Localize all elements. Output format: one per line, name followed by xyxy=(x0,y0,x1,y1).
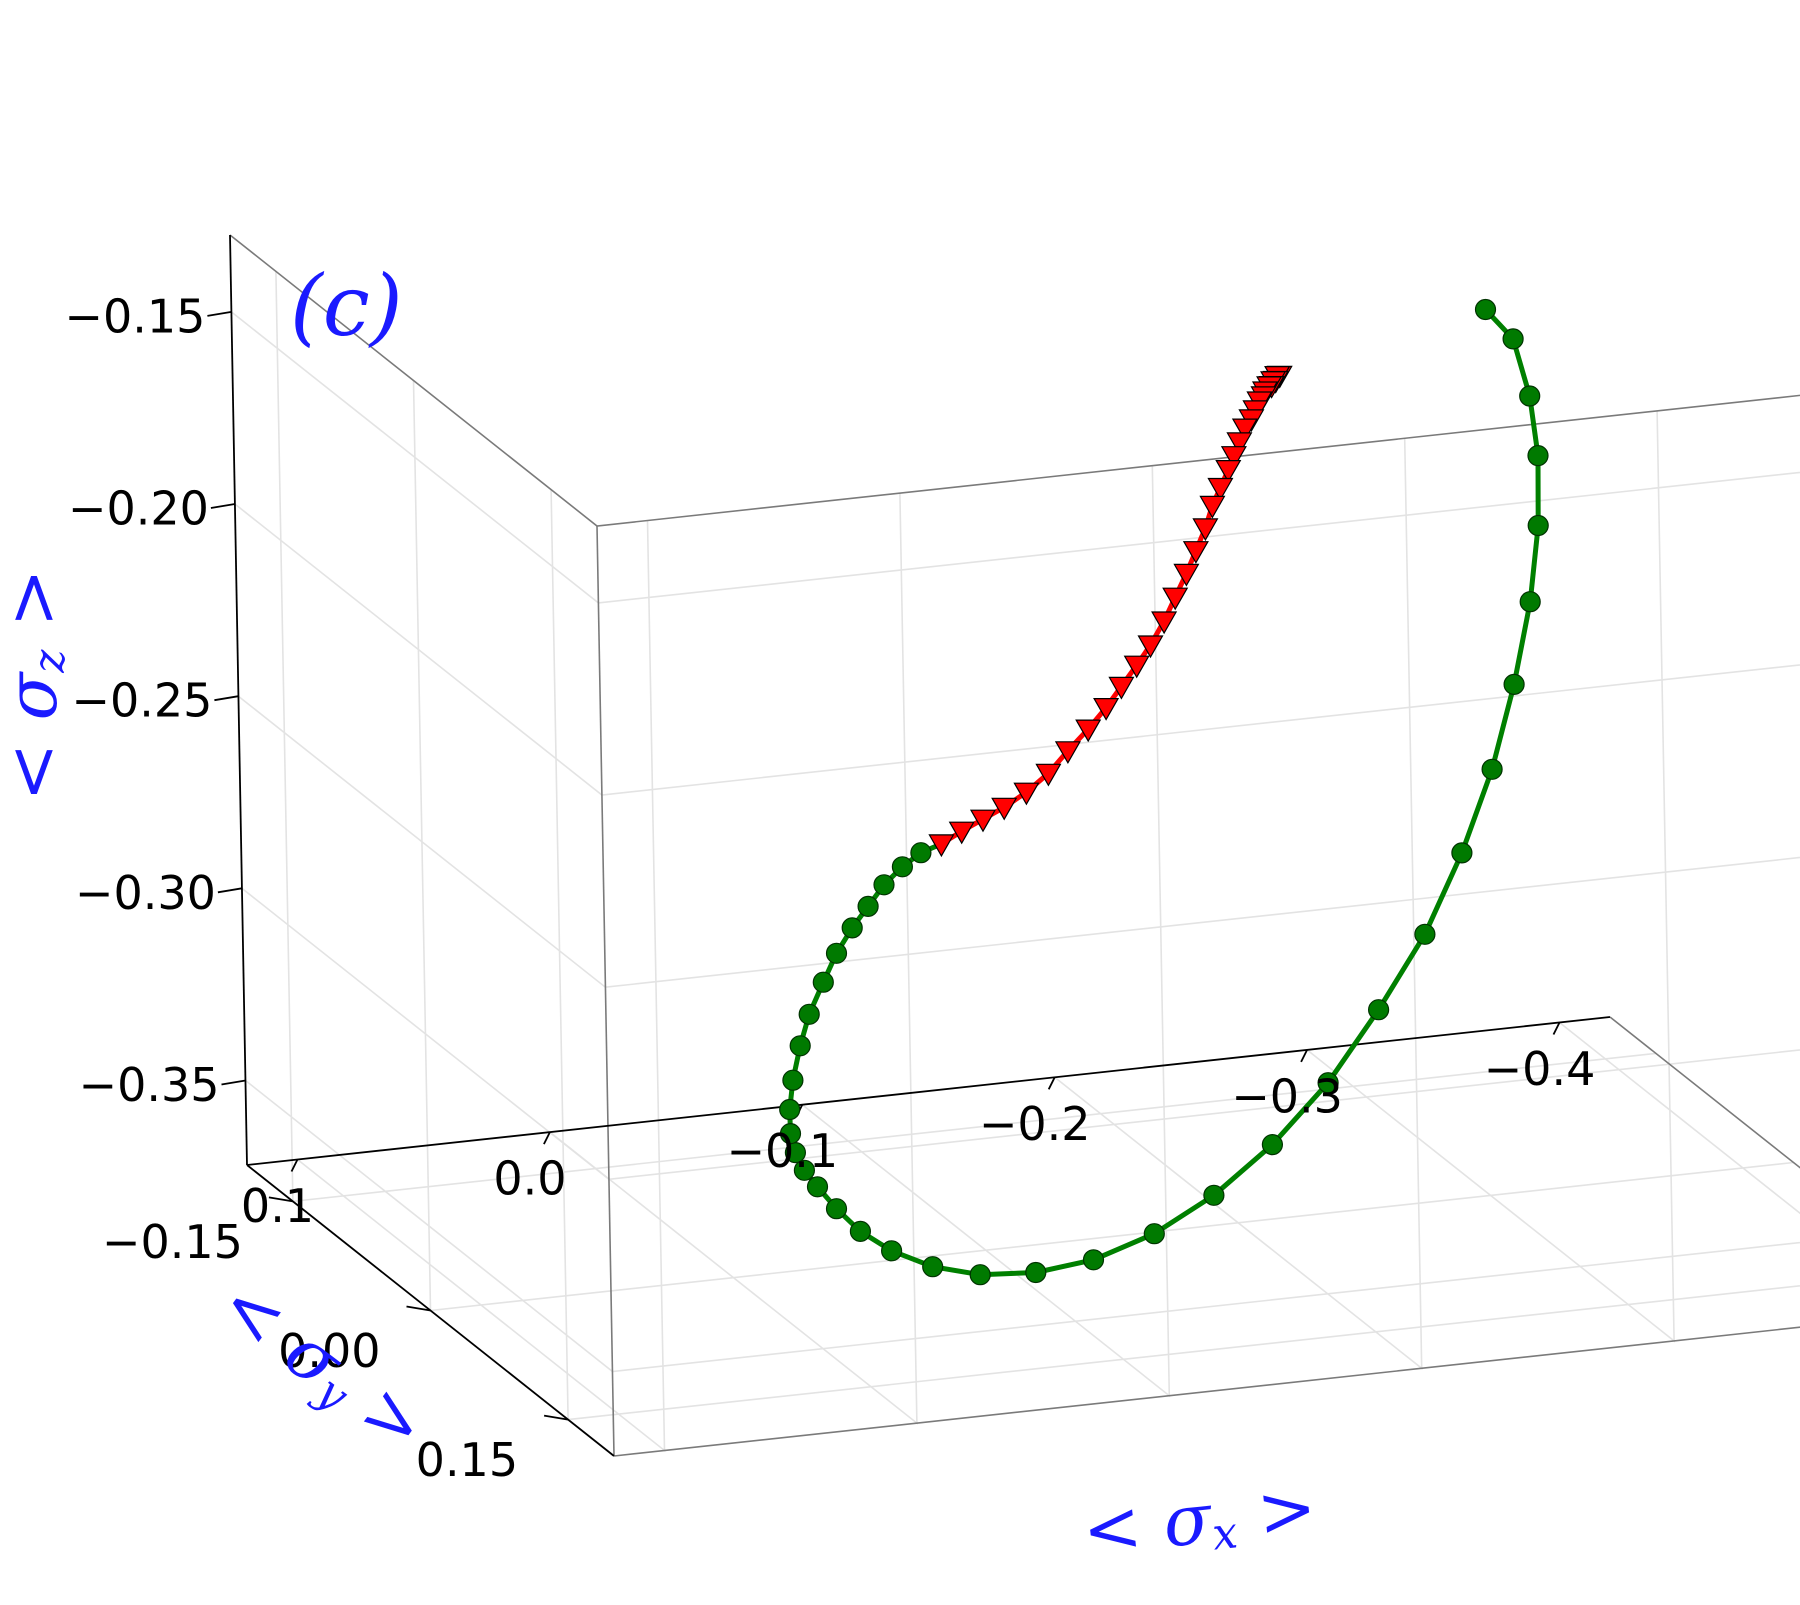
z-axis-tick-label: −0.25 xyxy=(71,674,212,728)
x-axis-label: < σx > xyxy=(1079,1466,1321,1574)
circle-marker xyxy=(1504,674,1524,694)
x-axis-tick-label: −0.4 xyxy=(1484,1042,1596,1096)
z-axis-tick xyxy=(211,504,235,508)
y-axis-tick-label: −0.15 xyxy=(102,1215,243,1269)
circle-marker xyxy=(783,1070,803,1090)
x-axis-tick-label: 0.0 xyxy=(493,1152,566,1206)
circle-marker xyxy=(892,857,912,877)
circle-marker xyxy=(1503,329,1523,349)
circle-marker xyxy=(799,1004,819,1024)
circle-marker xyxy=(1452,843,1472,863)
circle-marker xyxy=(850,1221,870,1241)
circle-marker xyxy=(827,1199,847,1219)
circle-marker xyxy=(1482,759,1502,779)
z-axis-tick xyxy=(222,1081,246,1085)
circle-marker xyxy=(1204,1185,1224,1205)
circle-marker xyxy=(842,918,862,938)
circle-marker xyxy=(790,1036,810,1056)
circle-marker xyxy=(1084,1250,1104,1270)
circle-marker xyxy=(874,875,894,895)
circle-marker xyxy=(827,943,847,963)
x-axis-tick-label: −0.1 xyxy=(726,1124,838,1178)
circle-marker xyxy=(1528,446,1548,466)
x-axis-label-text: < σx > xyxy=(1079,1466,1321,1574)
circle-marker xyxy=(813,972,833,992)
panel-label: (c) xyxy=(290,257,403,355)
circle-marker xyxy=(911,843,931,863)
circle-marker xyxy=(923,1257,943,1277)
y-axis-tick-label: 0.15 xyxy=(416,1433,518,1487)
circle-marker xyxy=(780,1100,800,1120)
circle-marker xyxy=(858,896,878,916)
circle-marker xyxy=(808,1177,828,1197)
circle-marker xyxy=(1415,924,1435,944)
z-axis-tick-label: −0.35 xyxy=(79,1058,220,1112)
x-axis-tick-label: −0.2 xyxy=(979,1097,1091,1151)
y-axis-label-text: < σy > xyxy=(204,1262,441,1470)
circle-marker xyxy=(882,1241,902,1261)
z-axis-tick-label: −0.15 xyxy=(64,289,205,343)
z-axis-tick xyxy=(218,888,242,892)
circle-marker xyxy=(1144,1224,1164,1244)
z-axis-tick-label: −0.30 xyxy=(75,866,216,920)
y-axis-label: < σy > xyxy=(204,1262,441,1470)
circle-marker xyxy=(1520,592,1540,612)
circle-marker xyxy=(970,1265,990,1285)
circle-marker xyxy=(1026,1263,1046,1283)
circle-marker xyxy=(1528,516,1548,536)
circle-marker xyxy=(1476,300,1496,320)
x-axis-tick-label: −0.3 xyxy=(1231,1069,1343,1123)
z-axis-tick xyxy=(214,696,238,700)
x-axis-tick-label: 0.1 xyxy=(241,1179,314,1233)
z-axis-label-text: < σz > xyxy=(0,569,75,802)
z-axis-tick xyxy=(207,312,231,316)
z-axis-label: < σz > xyxy=(0,569,75,802)
circle-marker xyxy=(1369,1000,1389,1020)
circle-marker xyxy=(1520,386,1540,406)
circle-marker xyxy=(1262,1135,1282,1155)
z-axis-tick-label: −0.20 xyxy=(68,482,209,536)
